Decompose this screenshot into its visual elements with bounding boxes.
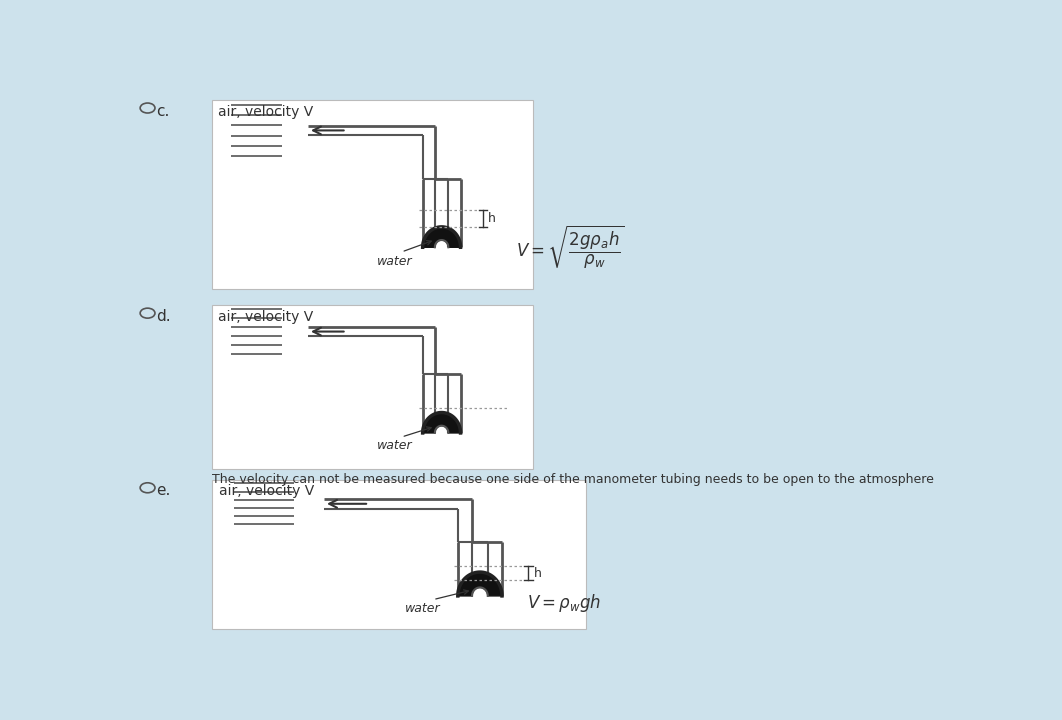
Text: h: h xyxy=(487,212,496,225)
Polygon shape xyxy=(423,413,461,433)
Text: water: water xyxy=(405,602,441,615)
Text: water: water xyxy=(377,255,413,268)
FancyBboxPatch shape xyxy=(211,305,533,469)
Text: air, velocity V: air, velocity V xyxy=(218,310,313,324)
Text: air, velocity V: air, velocity V xyxy=(218,104,313,119)
Text: d.: d. xyxy=(156,309,170,324)
Text: $V = \sqrt{\dfrac{2g\rho_a h}{\rho_w}}$: $V = \sqrt{\dfrac{2g\rho_a h}{\rho_w}}$ xyxy=(516,223,626,271)
Text: $V = \rho_w gh$: $V = \rho_w gh$ xyxy=(527,592,601,613)
Text: water: water xyxy=(377,439,413,452)
FancyBboxPatch shape xyxy=(211,100,533,289)
FancyBboxPatch shape xyxy=(211,480,586,629)
Text: air, velocity V: air, velocity V xyxy=(219,485,314,498)
Text: h: h xyxy=(534,567,542,580)
Text: c.: c. xyxy=(156,104,169,119)
Text: The velocity can not be measured because one side of the manometer tubing needs : The velocity can not be measured because… xyxy=(211,473,933,487)
Polygon shape xyxy=(423,227,461,247)
Text: e.: e. xyxy=(156,483,170,498)
Polygon shape xyxy=(458,572,502,596)
